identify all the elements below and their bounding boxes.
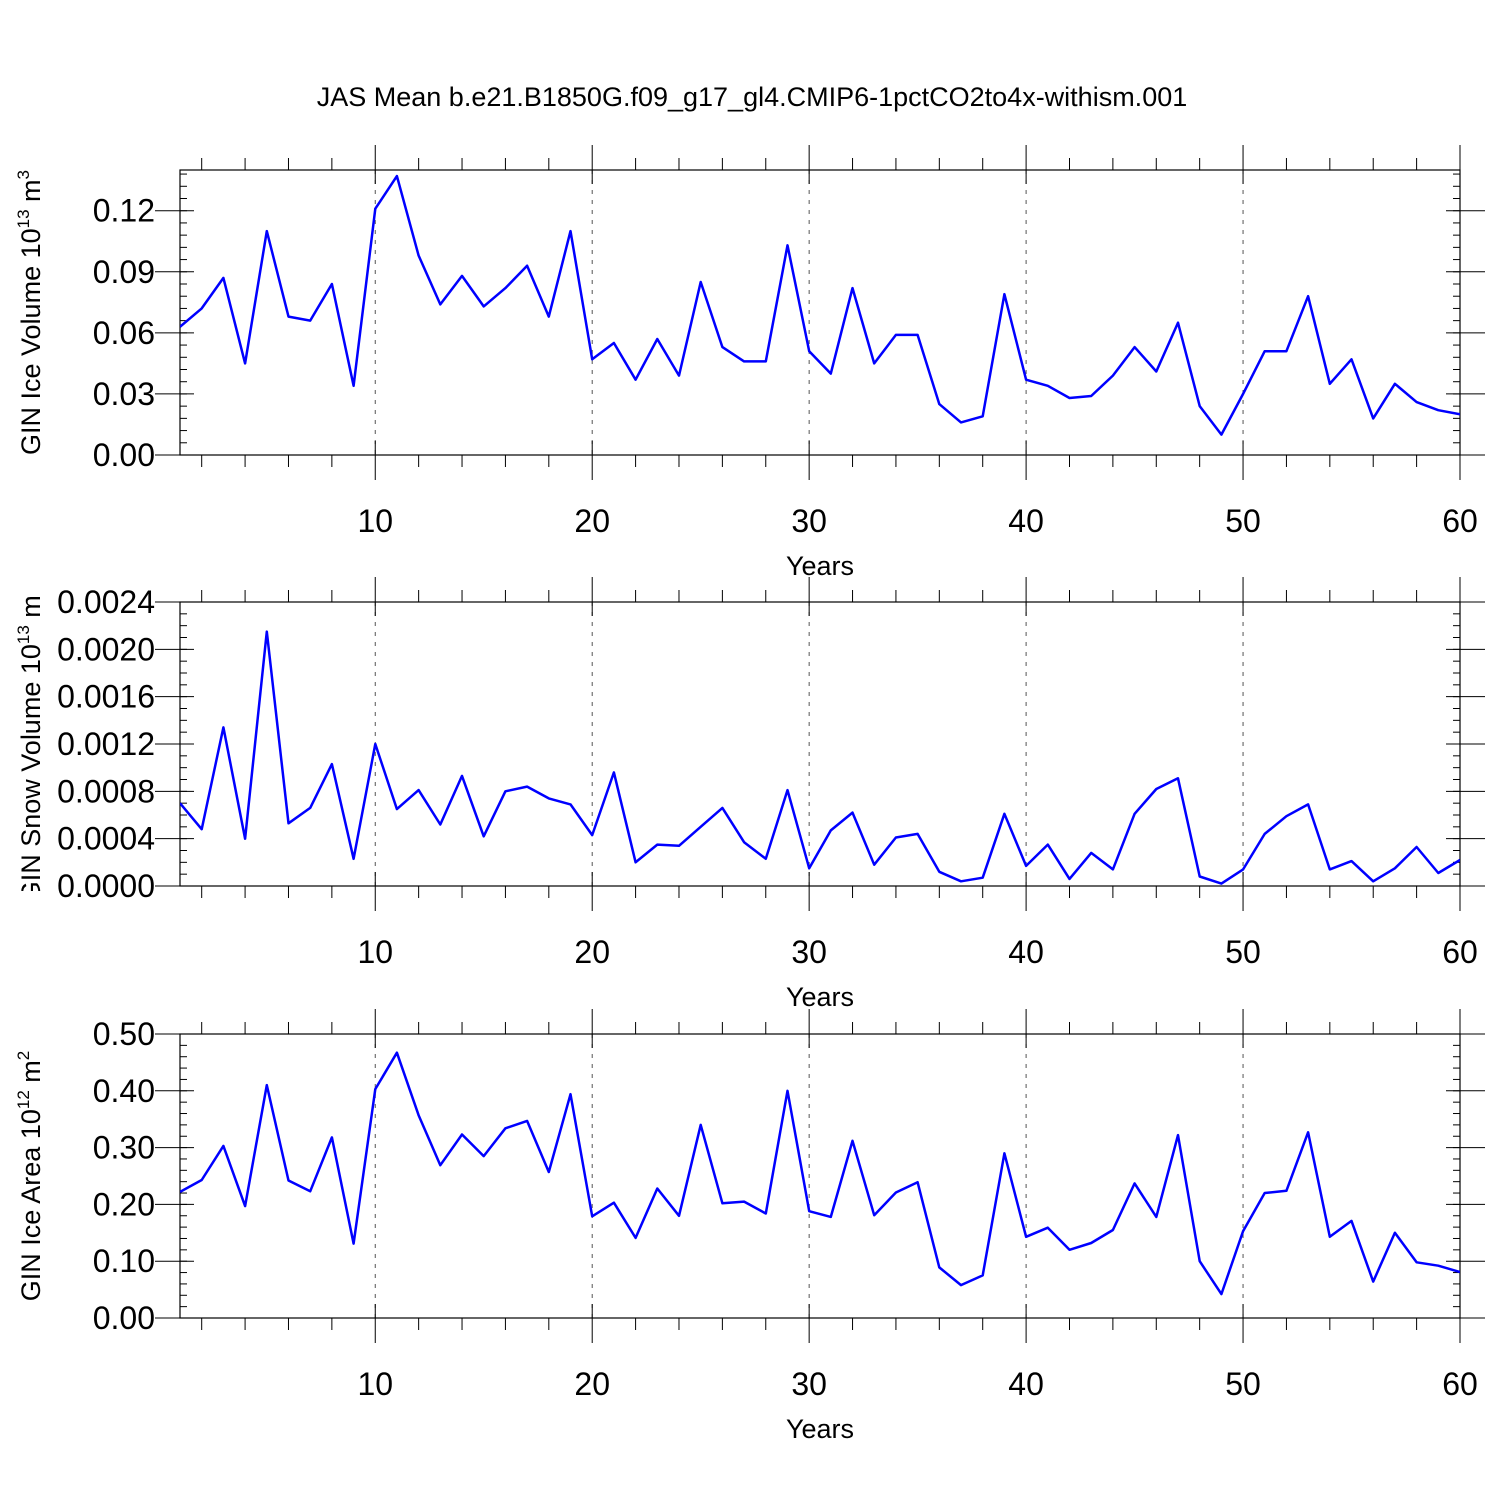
x-axis-label: Years xyxy=(786,551,854,581)
y-tick-label: 0.06 xyxy=(93,315,155,351)
y-axis-label-main: GIN Ice Area 10 xyxy=(16,1109,46,1301)
y-tick-label: 0.30 xyxy=(93,1130,155,1166)
y-axis-label-unit-exp: 3 xyxy=(14,170,33,179)
x-tick-label: 60 xyxy=(1442,503,1478,539)
x-tick-label: 50 xyxy=(1225,503,1261,539)
series-line-gin-ice-volume xyxy=(180,174,1460,436)
y-tick-label: 0.0024 xyxy=(57,584,155,620)
chart-title: JAS Mean b.e21.B1850G.f09_g17_gl4.CMIP6-… xyxy=(317,82,1188,112)
x-axis-label: Years xyxy=(786,1414,854,1444)
y-axis-label-main: GIN Snow Volume 10 xyxy=(16,644,46,902)
y-tick-label: 0.03 xyxy=(93,376,155,412)
y-axis-label-exp: 12 xyxy=(14,1090,33,1109)
y-tick-label: 0.0008 xyxy=(57,773,155,809)
y-axis-label-unit: m xyxy=(16,179,46,209)
y-tick-label: 0.40 xyxy=(93,1073,155,1109)
panel-2: 0.0000 0.0004 0.0008 0.0012 0.0016 0.0020 0.00… xyxy=(14,577,1485,1012)
y-axis-label-main: GIN Ice Volume 10 xyxy=(16,228,46,455)
x-tick-label: 50 xyxy=(1225,934,1261,970)
y-axis-label-group: GIN Snow Volume 1013 m3 xyxy=(14,586,46,903)
y-tick-label: 0.0020 xyxy=(57,631,155,667)
y-tick-label: 0.00 xyxy=(93,437,155,473)
y-tick-label: 0.09 xyxy=(93,254,155,290)
x-tick-label: 30 xyxy=(791,934,827,970)
series-line-gin-ice-area xyxy=(180,1051,1460,1296)
y-axis-label: GIN Ice Area 1012 m2 xyxy=(14,1051,46,1302)
y-axis-label: GIN Snow Volume 1013 m3 xyxy=(14,586,46,903)
y-axis-label-exp: 13 xyxy=(14,209,33,228)
y-tick-label: 0.20 xyxy=(93,1186,155,1222)
y-axis-label-group: GIN Ice Volume 1013 m3 xyxy=(14,170,46,455)
x-tick-label: 60 xyxy=(1442,1366,1478,1402)
y-axis-label-unit: m xyxy=(16,595,46,625)
y-tick-label: 0.50 xyxy=(93,1016,155,1052)
panels: 0.00 0.03 0.06 0.09 0.12 10 20 30 40 50 60 Years GIN… xyxy=(14,145,1485,1444)
plot-frame xyxy=(179,169,1461,456)
y-tick-label: 0.12 xyxy=(93,193,155,229)
x-tick-label: 50 xyxy=(1225,1366,1261,1402)
x-tick-label: 40 xyxy=(1008,1366,1044,1402)
y-tick-label: 0.0004 xyxy=(57,821,155,857)
y-axis-label-unit-exp: 2 xyxy=(14,1051,33,1060)
y-axis-label-unit-exp: 3 xyxy=(14,586,33,595)
x-tick-label: 60 xyxy=(1442,934,1478,970)
y-tick-label: 0.0012 xyxy=(57,726,155,762)
panel-1: 0.00 0.03 0.06 0.09 0.12 10 20 30 40 50 60 Years GIN… xyxy=(14,145,1485,581)
panel-3: 0.00 0.10 0.20 0.30 0.40 0.50 10 20 30 40 50 60 Year… xyxy=(14,1009,1485,1444)
x-tick-label: 40 xyxy=(1008,934,1044,970)
x-axis-label: Years xyxy=(786,982,854,1012)
x-tick-label: 20 xyxy=(574,503,610,539)
y-tick-label: 0.0000 xyxy=(57,868,155,904)
y-axis-label: GIN Ice Volume 1013 m3 xyxy=(14,170,46,455)
y-tick-label: 0.0016 xyxy=(57,679,155,715)
x-tick-label: 20 xyxy=(574,934,610,970)
y-axis-label-unit: m xyxy=(16,1060,46,1090)
y-axis-label-exp: 13 xyxy=(14,625,33,644)
x-tick-label: 30 xyxy=(791,503,827,539)
series-line-gin-snow-volume xyxy=(180,630,1460,885)
x-tick-label: 20 xyxy=(574,1366,610,1402)
y-tick-label: 0.10 xyxy=(93,1243,155,1279)
y-tick-label: 0.00 xyxy=(93,1300,155,1336)
x-tick-label: 10 xyxy=(357,503,393,539)
plot-frame xyxy=(179,1033,1461,1319)
x-tick-label: 10 xyxy=(357,934,393,970)
plot-frame xyxy=(179,601,1461,887)
x-tick-label: 40 xyxy=(1008,503,1044,539)
x-tick-label: 30 xyxy=(791,1366,827,1402)
y-axis-label-group: GIN Ice Area 1012 m2 xyxy=(14,1051,46,1302)
x-tick-label: 10 xyxy=(357,1366,393,1402)
